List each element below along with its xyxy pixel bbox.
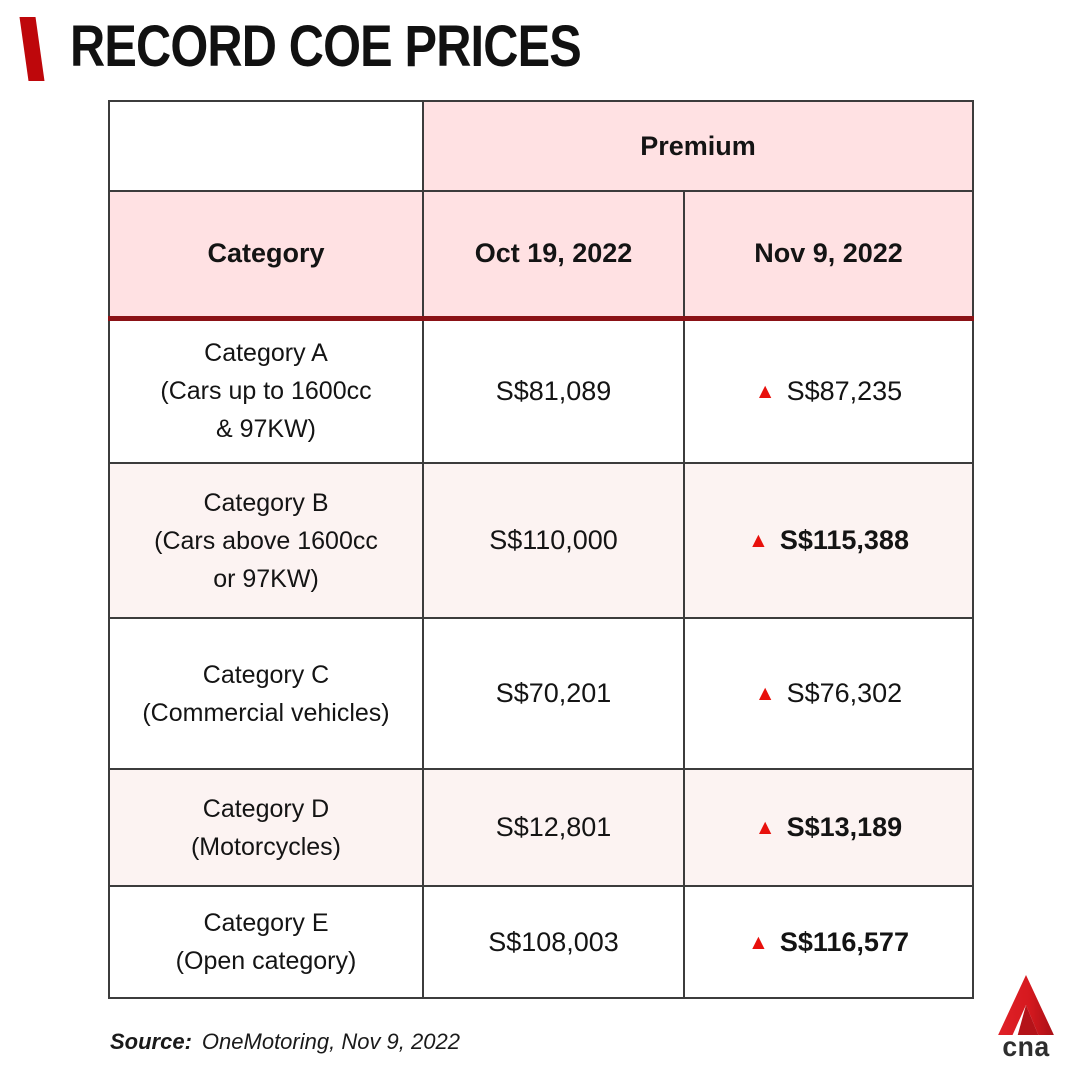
category-cell: Category E (Open category) [108, 885, 424, 999]
category-cell: Category B (Cars above 1600cc or 97KW) [108, 462, 424, 619]
column-header-row: Category Oct 19, 2022 Nov 9, 2022 [108, 190, 975, 321]
column-header-category: Category [108, 190, 424, 321]
table-row-category-a: Category A (Cars up to 1600cc & 97KW) S$… [108, 317, 975, 464]
nov-price-value: S$116,577 [779, 926, 909, 957]
nov-price-cell: ▲ S$87,235 [682, 317, 975, 464]
column-header-oct: Oct 19, 2022 [422, 190, 685, 321]
column-header-nov: Nov 9, 2022 [682, 190, 975, 321]
up-triangle-icon: ▲ [754, 379, 776, 403]
nov-price-cell: ▲ S$76,302 [682, 617, 975, 770]
category-cell: Category C (Commercial vehicles) [108, 617, 424, 770]
nov-price-cell: ▲ S$13,189 [682, 768, 975, 887]
nov-price-value: S$76,302 [786, 678, 903, 708]
up-triangle-icon: ▲ [754, 816, 776, 839]
premium-header-cell: Premium [421, 100, 975, 192]
oct-price-cell: S$12,801 [422, 768, 685, 887]
oct-price-cell: S$81,089 [422, 317, 685, 464]
category-cell: Category D (Motorcycles) [108, 768, 424, 887]
cna-wordmark: cna [1002, 1031, 1050, 1062]
nov-price-value: S$13,189 [786, 812, 903, 842]
cna-logo-mark-icon [998, 975, 1054, 1035]
up-triangle-icon: ▲ [748, 930, 769, 954]
red-slash-icon [19, 17, 45, 81]
up-triangle-icon: ▲ [748, 529, 769, 552]
table-row-category-b: Category B (Cars above 1600cc or 97KW) S… [108, 462, 975, 619]
oct-price-cell: S$70,201 [422, 617, 685, 770]
oct-price-cell: S$108,003 [422, 885, 685, 999]
table-row-category-e: Category E (Open category) S$108,003 ▲ S$… [108, 885, 975, 999]
page-title: RECORD COE PRICES [70, 14, 582, 79]
nov-price-value: S$115,388 [779, 525, 909, 555]
cna-logo: cna [995, 974, 1057, 1061]
source-label: Source: [110, 1029, 192, 1054]
table-row-category-c: Category C (Commercial vehicles) S$70,20… [108, 617, 975, 770]
nov-price-value: S$87,235 [786, 375, 903, 406]
source-value: OneMotoring, Nov 9, 2022 [201, 1029, 460, 1054]
coe-price-table: Premium Category Oct 19, 2022 Nov 9, 202… [108, 100, 975, 999]
up-triangle-icon: ▲ [754, 682, 776, 705]
table-row-category-d: Category D (Motorcycles) S$12,801 ▲ S$13,… [108, 768, 975, 887]
oct-price-cell: S$110,000 [422, 462, 685, 619]
nov-price-cell: ▲ S$115,388 [682, 462, 975, 619]
source-note: Source: OneMotoring, Nov 9, 2022 [110, 1029, 460, 1055]
empty-header-cell [108, 100, 424, 192]
premium-header-row: Premium [108, 100, 975, 192]
category-cell: Category A (Cars up to 1600cc & 97KW) [108, 317, 424, 464]
nov-price-cell: ▲ S$116,577 [682, 885, 975, 999]
